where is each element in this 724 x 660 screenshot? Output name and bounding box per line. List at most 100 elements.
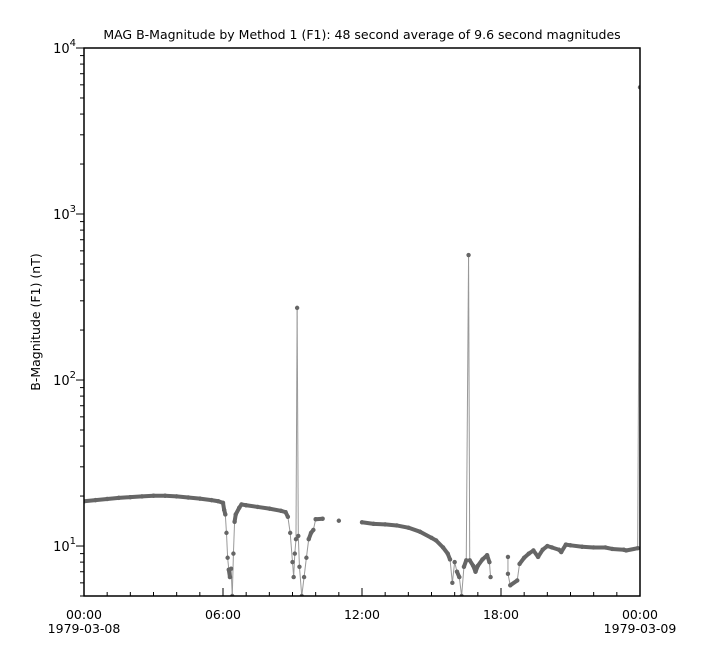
y-tick-exponent: 2 [70,370,76,381]
y-tick-base: 10 [53,42,70,57]
data-point [468,558,472,562]
data-point [239,502,243,506]
data-point [337,519,341,523]
x-tick-label: 18:00 [483,607,519,622]
series-line-segment [288,517,290,533]
data-point [311,528,315,532]
data-point [105,497,109,501]
data-point [221,501,225,505]
data-point [536,555,540,559]
x-tick-sublabel: 1979-03-08 [48,621,121,636]
data-point [291,575,295,579]
data-point [216,499,220,503]
data-point [117,496,121,500]
series-line-segment [462,567,464,596]
data-point [267,506,271,510]
x-tick-label: 06:00 [205,607,241,622]
data-point [209,498,213,502]
series-line-segment [226,533,227,558]
data-point [624,548,628,552]
data-point [295,306,299,310]
series-line-segment [450,559,452,582]
series-line-segment [299,567,301,596]
data-point [307,537,311,541]
data-point [487,560,491,564]
data-point [304,556,308,560]
data-point [446,551,450,555]
data-point [485,553,489,557]
data-point [297,565,301,569]
data-point [559,550,563,554]
data-point [488,575,492,579]
data-point [186,495,190,499]
data-point [313,517,317,521]
data-point [198,496,202,500]
y-axis-label: B-Magnitude (F1) (nT) [28,253,43,390]
data-point [473,570,477,574]
data-point [466,253,470,257]
data-point [283,510,287,514]
data-point [302,575,306,579]
y-tick-label: 102 [53,370,76,389]
y-tick-base: 10 [53,374,70,389]
data-point [580,545,584,549]
data-point [457,575,461,579]
data-point [244,503,248,507]
data-point [418,529,422,533]
series-line-segment [302,577,304,596]
data-point [293,551,297,555]
x-tick-sublabel: 1979-03-09 [604,621,677,636]
data-point [234,512,238,516]
series-line-segment [489,562,490,577]
data-point [222,508,226,512]
series-line-segment [225,514,226,532]
data-point [635,546,639,550]
data-point [603,545,607,549]
data-point [279,509,283,513]
data-point [506,555,510,559]
data-point [371,522,375,526]
data-point [550,545,554,549]
data-point [296,534,300,538]
data-point [452,560,456,564]
plot-frame [84,48,640,596]
data-point [450,581,454,585]
x-tick-label: 12:00 [344,607,380,622]
data-point [610,547,614,551]
data-point [591,545,595,549]
data-point [320,517,324,521]
y-tick-base: 10 [53,208,70,223]
plot-area [82,85,642,598]
data-point [476,564,480,568]
data-point [128,495,132,499]
data-point [395,523,399,527]
y-tick-base: 10 [53,540,70,555]
data-point [506,572,510,576]
data-point [455,570,459,574]
data-point [515,578,519,582]
y-tick-label: 103 [53,204,76,223]
data-point [517,562,521,566]
data-point [360,520,364,524]
series-line-segment [466,255,468,560]
data-point [256,505,260,509]
data-point [231,551,235,555]
data-point [229,567,233,571]
data-point [568,543,572,547]
y-tick-exponent: 3 [70,204,76,215]
x-tick-label: 00:00 [622,607,658,622]
data-point [429,536,433,540]
y-tick-exponent: 4 [70,38,76,49]
data-point [564,542,568,546]
data-point [232,520,236,524]
data-point [462,565,466,569]
data-point [224,531,228,535]
data-point [286,515,290,519]
data-point [288,531,292,535]
data-point [471,564,475,568]
data-point [151,493,155,497]
series-line-segment [294,554,295,577]
data-point [522,556,526,560]
data-point [223,512,227,516]
